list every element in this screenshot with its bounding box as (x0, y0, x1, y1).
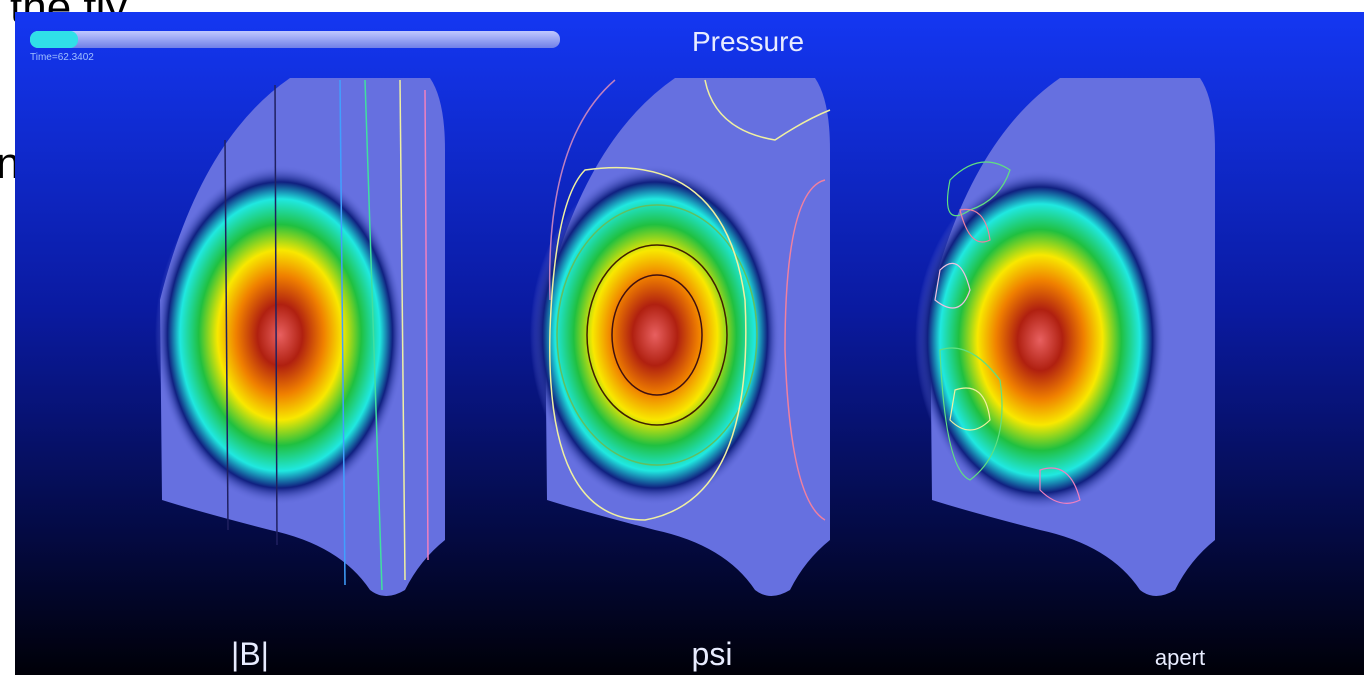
panel-label: apert (1155, 645, 1205, 670)
panel-label: psi (692, 636, 733, 672)
panel-label: |B| (231, 636, 269, 672)
time-bar (30, 31, 560, 48)
title: Pressure (692, 26, 804, 57)
time-label: Time=62.3402 (30, 52, 94, 63)
time-bar-progress (30, 31, 78, 48)
screenshot: the fly n Time=62.3402 Pressure (0, 0, 1364, 675)
